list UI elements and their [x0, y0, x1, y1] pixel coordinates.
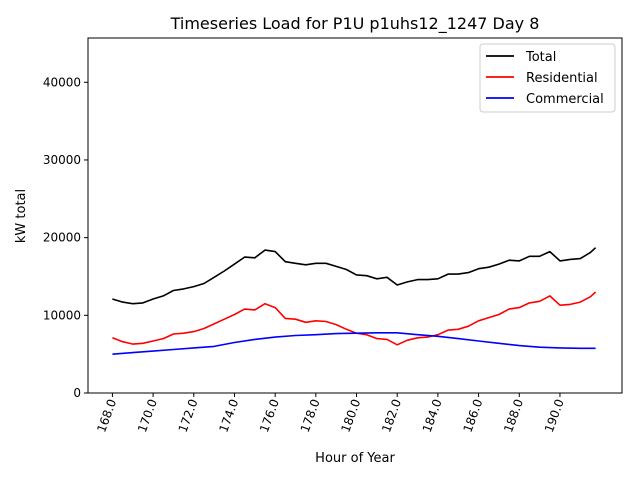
y-axis-label: kW total [14, 189, 29, 243]
y-tick-label: 20000 [43, 231, 81, 245]
legend-label-residential: Residential [526, 71, 598, 86]
x-axis-label: Hour of Year [315, 451, 395, 466]
y-tick-label: 0 [73, 386, 81, 400]
legend-label-total: Total [525, 50, 556, 65]
legend-label-commercial: Commercial [526, 92, 604, 107]
series-line-commercial [112, 331, 596, 355]
plot-frame [87, 37, 623, 394]
legend-box [479, 43, 616, 113]
series-line-total [112, 247, 597, 305]
y-axis: 0 10000 20000 30000 40000 [43, 75, 88, 400]
legend: Total Residential Commercial [479, 43, 616, 113]
y-tick-label: 40000 [43, 75, 81, 89]
series-layer [112, 247, 597, 355]
y-tick-label: 30000 [43, 153, 81, 167]
y-tick-label: 10000 [43, 308, 81, 322]
chart-title: Timeseries Load for P1U p1uhs12_1247 Day… [170, 14, 540, 34]
